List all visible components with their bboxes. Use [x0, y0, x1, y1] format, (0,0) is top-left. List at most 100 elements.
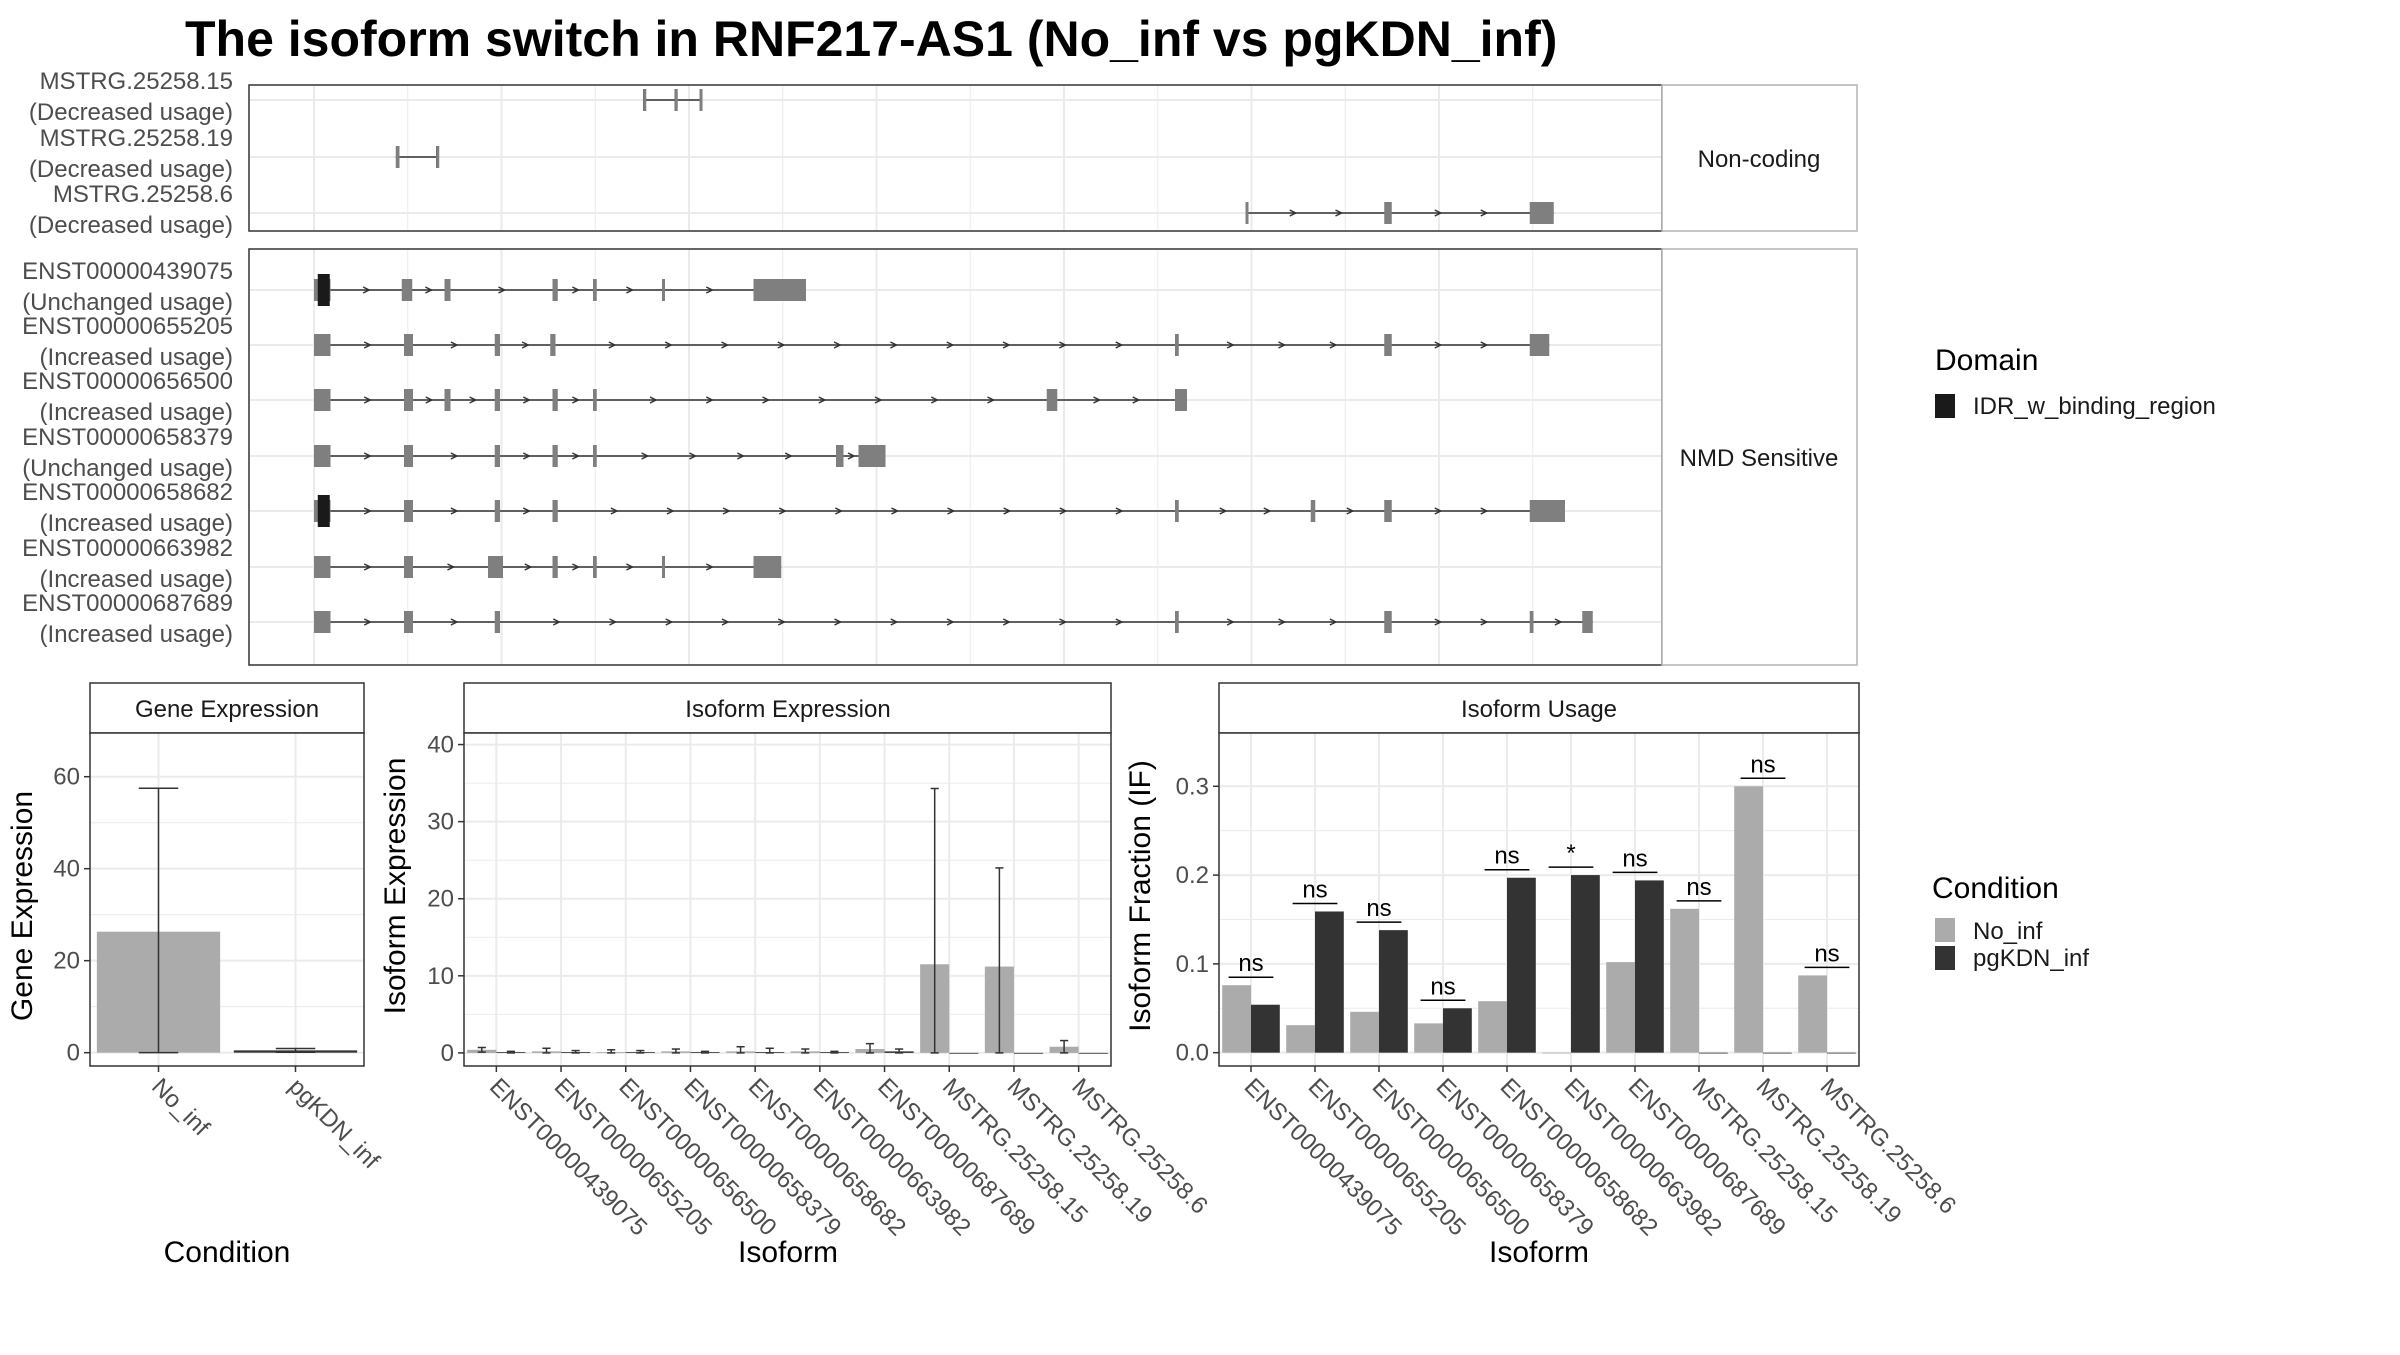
strand-arrow: [1115, 507, 1124, 515]
y-tick-label: 10: [427, 963, 454, 990]
y-tick-label: 40: [427, 732, 454, 759]
strand-arrow: [784, 452, 793, 460]
strand-arrow: [1554, 618, 1563, 626]
exon: [404, 556, 413, 578]
bar: [1078, 1052, 1108, 1054]
y-tick-label: 40: [53, 856, 80, 883]
exon: [314, 611, 331, 633]
bar: [1013, 1052, 1044, 1054]
strand-arrow: [1115, 618, 1124, 626]
strand-arrow: [1434, 618, 1443, 626]
exon: [494, 389, 500, 411]
strand-arrow: [1434, 341, 1443, 349]
strand-arrow: [362, 286, 371, 294]
exon: [552, 279, 558, 301]
domain-legend-title: Domain: [1935, 344, 2038, 377]
bar: [1222, 985, 1251, 1053]
exon: [444, 279, 451, 301]
strand-arrow: [450, 341, 459, 349]
strand-arrow: [666, 507, 675, 515]
isoform-expression-x-title: Isoform: [738, 1236, 838, 1269]
domain-legend: Domain IDR_w_binding_region: [1935, 344, 2216, 420]
bar: [1478, 1001, 1507, 1053]
strand-arrow: [1226, 341, 1235, 349]
isoform-usage-strip: [1218, 682, 1860, 734]
strand-arrow: [363, 618, 372, 626]
strand-arrow: [987, 396, 996, 404]
strand-arrow: [1278, 341, 1287, 349]
strand-arrow: [1263, 507, 1272, 515]
exon: [1384, 334, 1392, 356]
strand-arrow: [874, 396, 883, 404]
strand-arrow: [818, 396, 827, 404]
exon: [662, 556, 665, 578]
strand-arrow: [450, 452, 459, 460]
transcript-usage-label: (Increased usage): [40, 621, 233, 648]
strand-arrow: [1346, 507, 1355, 515]
exon: [314, 445, 331, 467]
strand-arrow: [890, 341, 899, 349]
transcript-usage-label: (Increased usage): [40, 510, 233, 537]
exon: [550, 334, 556, 356]
strand-arrow: [363, 452, 372, 460]
strand-arrow: [1278, 618, 1287, 626]
strand-arrow: [522, 396, 531, 404]
y-tick-label: 0: [441, 1040, 454, 1067]
strand-arrow: [1059, 507, 1068, 515]
y-tick-label: 0.0: [1176, 1040, 1209, 1067]
strand-arrow: [834, 507, 843, 515]
strand-arrow: [777, 341, 786, 349]
bar: [1251, 1004, 1280, 1053]
exon: [494, 611, 500, 633]
strand-arrow: [450, 507, 459, 515]
bar: [1635, 880, 1664, 1053]
transcript-usage-label: (Increased usage): [40, 399, 233, 426]
domain-box: [317, 495, 330, 527]
transcript-usage-label: (Unchanged usage): [22, 289, 233, 316]
strand-arrow: [665, 618, 674, 626]
strand-arrow: [736, 452, 745, 460]
exon: [1529, 202, 1554, 224]
y-tick-label: 0: [67, 1040, 80, 1067]
x-tick-label: No_inf: [146, 1073, 214, 1141]
transcript-usage-label: (Increased usage): [40, 344, 233, 371]
gene-expression-strip-title: Gene Expression: [135, 696, 319, 723]
plot-frame: [1218, 732, 1860, 1067]
exon: [1245, 202, 1249, 224]
isoform-expression-strip-title: Isoform Expression: [685, 696, 890, 723]
strand-arrow: [947, 507, 956, 515]
strand-arrow: [498, 286, 507, 294]
exon: [314, 334, 331, 356]
transcript-id-label: ENST00000658682: [22, 479, 233, 506]
strand-arrow: [1329, 618, 1338, 626]
strand-arrow: [891, 507, 900, 515]
strand-arrow: [522, 507, 531, 515]
strand-arrow: [1002, 341, 1011, 349]
significance-label: ns: [1622, 845, 1647, 872]
exon: [552, 445, 558, 467]
structure-facet-nmd-label: NMD Sensitive: [1680, 445, 1839, 472]
strand-arrow: [363, 341, 372, 349]
y-tick-label: 0.2: [1176, 862, 1209, 889]
significance-label: ns: [1366, 895, 1391, 922]
isoform-expression-y-title: Isoform Expression: [379, 758, 412, 1015]
gene-expression-chart: Gene Expression 0 20 40 60 No_inf pgKDN_inf G…: [6, 682, 385, 1269]
strand-arrow: [833, 341, 842, 349]
significance-label: ns: [1238, 950, 1263, 977]
exon: [395, 146, 400, 168]
strand-arrow: [1132, 396, 1141, 404]
plot-frame: [463, 732, 1112, 1067]
strand-arrow: [1434, 209, 1443, 217]
y-tick-label: 20: [53, 948, 80, 975]
condition-legend-label-pgkdn-inf: pgKDN_inf: [1973, 945, 2089, 972]
transcript-id-label: MSTRG.25258.15: [40, 68, 233, 95]
bar: [1350, 1011, 1379, 1053]
strand-arrow: [425, 396, 434, 404]
y-tick-label: 60: [53, 764, 80, 791]
plot-frame: [89, 732, 365, 1067]
bar: [1542, 1052, 1571, 1054]
strand-arrow: [521, 341, 530, 349]
transcript-usage-label: (Increased usage): [40, 566, 233, 593]
